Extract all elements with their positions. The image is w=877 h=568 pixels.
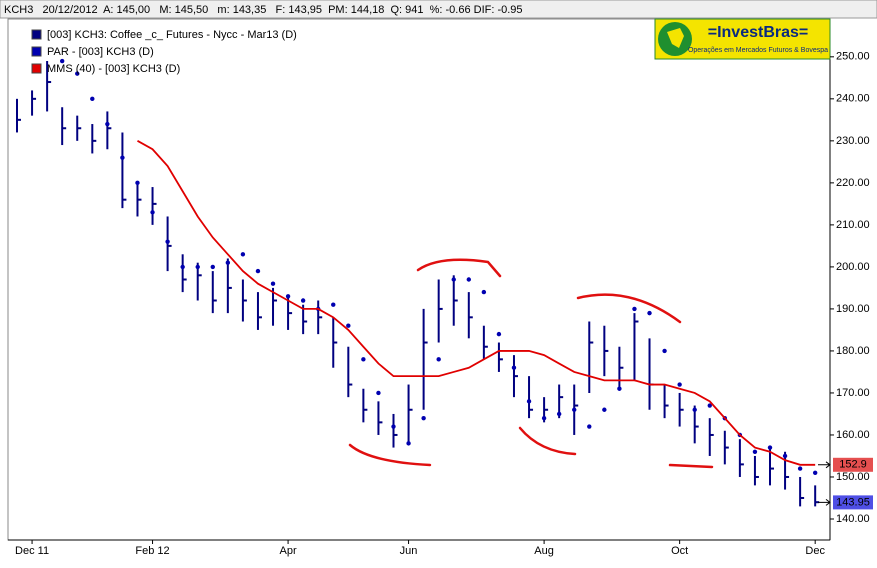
x-tick-label: Dec 11 — [15, 545, 49, 557]
sar-dot — [255, 268, 261, 274]
sar-dot — [707, 403, 712, 408]
logo-subtitle: Operações em Mercados Futuros & Bovespa — [688, 47, 828, 54]
sar-dot — [797, 466, 803, 471]
sar-dot — [59, 58, 65, 64]
sar-dot — [436, 357, 441, 362]
sar-dot — [511, 365, 517, 370]
last-value-flag — [833, 495, 873, 510]
sar-dot — [331, 302, 336, 307]
sar-dot — [120, 155, 125, 160]
y-tick-label: 190.00 — [836, 303, 870, 315]
sar-dot — [285, 294, 291, 299]
sar-dot — [617, 386, 622, 391]
annotation-arc — [518, 426, 577, 456]
sar-dot — [75, 71, 80, 76]
x-tick-label: Dec — [805, 545, 825, 557]
legend-swatch — [31, 46, 42, 57]
x-tick-label: Feb 12 — [135, 545, 169, 557]
last-value-arrow — [818, 498, 831, 506]
y-tick-label: 180.00 — [836, 345, 870, 357]
legend-label: MMS (40) - [003] KCH3 (D) — [47, 63, 180, 75]
x-tick-label: Aug — [534, 545, 554, 557]
sar-dot — [165, 239, 170, 244]
sar-dot — [556, 411, 562, 417]
sar-dot — [421, 415, 426, 421]
y-tick-label: 250.00 — [836, 51, 870, 63]
annotation-arc — [416, 258, 502, 278]
sar-dot — [647, 310, 652, 316]
sar-dot — [225, 260, 231, 265]
sar-dot — [677, 382, 682, 387]
sar-dot — [572, 407, 577, 412]
last-value-label: 152.9 — [839, 459, 867, 471]
header-text: KCH3 20/12/2012 A: 145,00 M: 145,50 m: 1… — [4, 4, 523, 16]
sar-dot — [602, 407, 607, 412]
sar-dot — [662, 348, 667, 354]
logo-title: =InvestBras= — [708, 24, 809, 41]
x-tick-label: Apr — [280, 545, 297, 557]
sar-dot — [466, 277, 471, 282]
last-value-flag — [833, 457, 873, 472]
annotation-arc — [668, 463, 714, 469]
sar-dot — [812, 470, 818, 475]
logo-map — [667, 28, 684, 48]
sar-dot — [391, 424, 396, 429]
sar-dot — [270, 281, 276, 286]
annotations — [348, 258, 714, 469]
legend-label: [003] KCH3: Coffee _c_ Futures - Nycc - … — [47, 29, 297, 41]
sar-dot — [90, 96, 95, 102]
last-value-arrow — [818, 461, 831, 469]
sar-dot — [195, 264, 200, 270]
annotation-arc — [576, 293, 682, 324]
sar-dot — [361, 357, 366, 362]
sar-dot — [481, 289, 487, 295]
legend-swatch — [31, 29, 42, 40]
x-tick-label: Oct — [671, 545, 688, 557]
sar-dot — [240, 252, 246, 257]
y-tick-label: 200.00 — [836, 261, 870, 273]
logo: =InvestBras= Operações em Mercados Futur… — [654, 18, 831, 60]
ma-line — [137, 140, 816, 466]
y-tick-label: 220.00 — [836, 177, 870, 189]
y-tick-label: 170.00 — [836, 387, 870, 399]
sar-dot — [587, 424, 592, 429]
header-bar — [0, 0, 877, 19]
sar-dot — [300, 298, 306, 303]
annotation-arc — [348, 443, 432, 467]
sar-dot — [526, 399, 532, 404]
x-tick-label: Jun — [400, 545, 418, 557]
last-value-label: 143.95 — [836, 496, 870, 508]
sar-dot — [150, 210, 155, 215]
sar-dot — [496, 331, 502, 337]
sar-dot — [105, 121, 110, 127]
sar-dot — [767, 445, 773, 450]
y-tick-label: 140.00 — [836, 513, 870, 525]
sar-dot — [180, 264, 185, 270]
sar-dot — [541, 415, 547, 421]
sar-dot — [632, 306, 637, 312]
y-tick-label: 240.00 — [836, 93, 870, 105]
sar-dot — [692, 407, 697, 412]
sar-dot — [346, 323, 351, 328]
sar-dot — [210, 264, 215, 270]
sar-dot — [406, 441, 411, 446]
legend-swatch — [31, 63, 42, 74]
sar-dot — [752, 449, 758, 454]
sar-dot — [782, 453, 788, 459]
sar-dot — [451, 277, 456, 282]
y-tick-label: 160.00 — [836, 429, 870, 441]
sar-dot — [376, 390, 381, 396]
y-tick-label: 150.00 — [836, 471, 870, 483]
y-tick-label: 230.00 — [836, 135, 870, 147]
y-tick-label: 210.00 — [836, 219, 870, 231]
sar-dot — [135, 180, 140, 186]
legend-label: PAR - [003] KCH3 (D) — [47, 46, 154, 58]
